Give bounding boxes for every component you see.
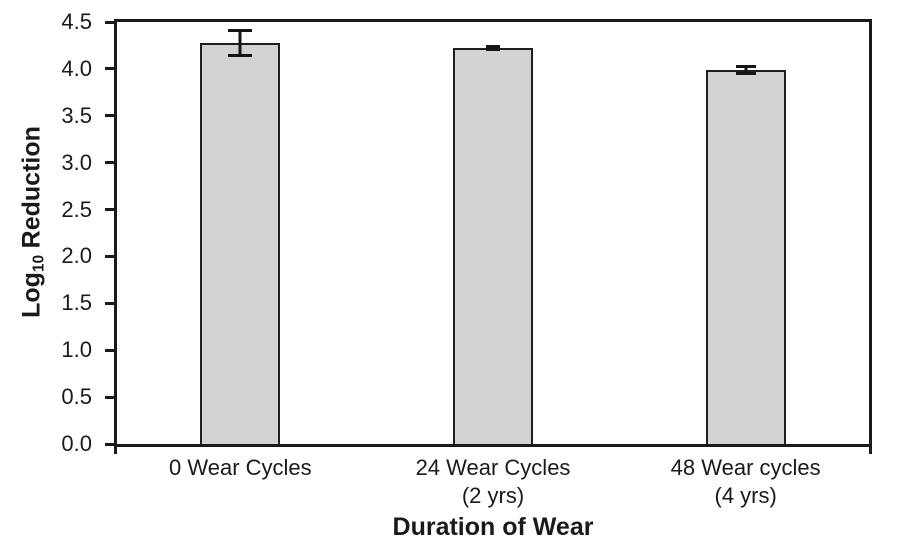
error-bar-2 <box>486 45 500 52</box>
error-bar-line <box>238 28 242 57</box>
x-axis-end-tick-right <box>869 447 872 454</box>
y-tick-label: 2.0 <box>61 243 92 269</box>
x-axis-title: Duration of Wear <box>392 513 594 541</box>
error-bar-cap-bottom <box>735 71 756 75</box>
bar-2 <box>453 48 533 444</box>
y-tick-mark <box>105 442 114 446</box>
y-tick-mark <box>105 395 114 399</box>
error-bar-cap-bottom <box>486 48 500 52</box>
bar-3 <box>705 69 786 444</box>
x-tick-label-1: 0 Wear Cycles <box>169 455 312 480</box>
error-bar-3 <box>735 65 756 75</box>
y-tick-label: 3.5 <box>61 102 92 128</box>
y-tick-label: 1.0 <box>61 337 92 363</box>
error-bar-cap-top <box>735 65 756 69</box>
y-tick-label: 0.5 <box>61 384 92 410</box>
y-tick-label: 3.0 <box>61 149 92 175</box>
error-bar-cap-top <box>486 45 500 49</box>
y-tick-mark <box>105 114 114 118</box>
y-tick-mark <box>105 67 114 71</box>
y-tick-label: 4.5 <box>61 9 92 34</box>
error-bar-1 <box>228 28 253 57</box>
error-bar-line <box>744 65 748 75</box>
y-tick-mark <box>105 254 114 258</box>
y-tick-mark <box>105 161 114 165</box>
y-tick-mark <box>105 20 114 24</box>
y-tick-mark <box>105 348 114 352</box>
y-tick-mark <box>105 208 114 212</box>
x-tick-label-2: 24 Wear Cycles (2 yrs) <box>415 455 571 508</box>
plot-area <box>105 19 872 454</box>
y-tick-label: 4.0 <box>61 55 92 81</box>
x-axis-end-tick-left <box>114 447 117 454</box>
y-tick-label: 1.5 <box>61 290 92 316</box>
error-bar-cap-bottom <box>228 53 253 57</box>
error-bar-cap-top <box>228 28 253 32</box>
y-axis-title-suffix: Reduction <box>17 126 46 249</box>
y-tick-label: 0.0 <box>61 431 92 456</box>
bar-1 <box>200 42 281 444</box>
x-tick-label-3: 48 Wear cycles (4 yrs) <box>670 455 821 508</box>
y-tick-label: 2.5 <box>61 196 92 222</box>
y-tick-mark <box>105 301 114 305</box>
